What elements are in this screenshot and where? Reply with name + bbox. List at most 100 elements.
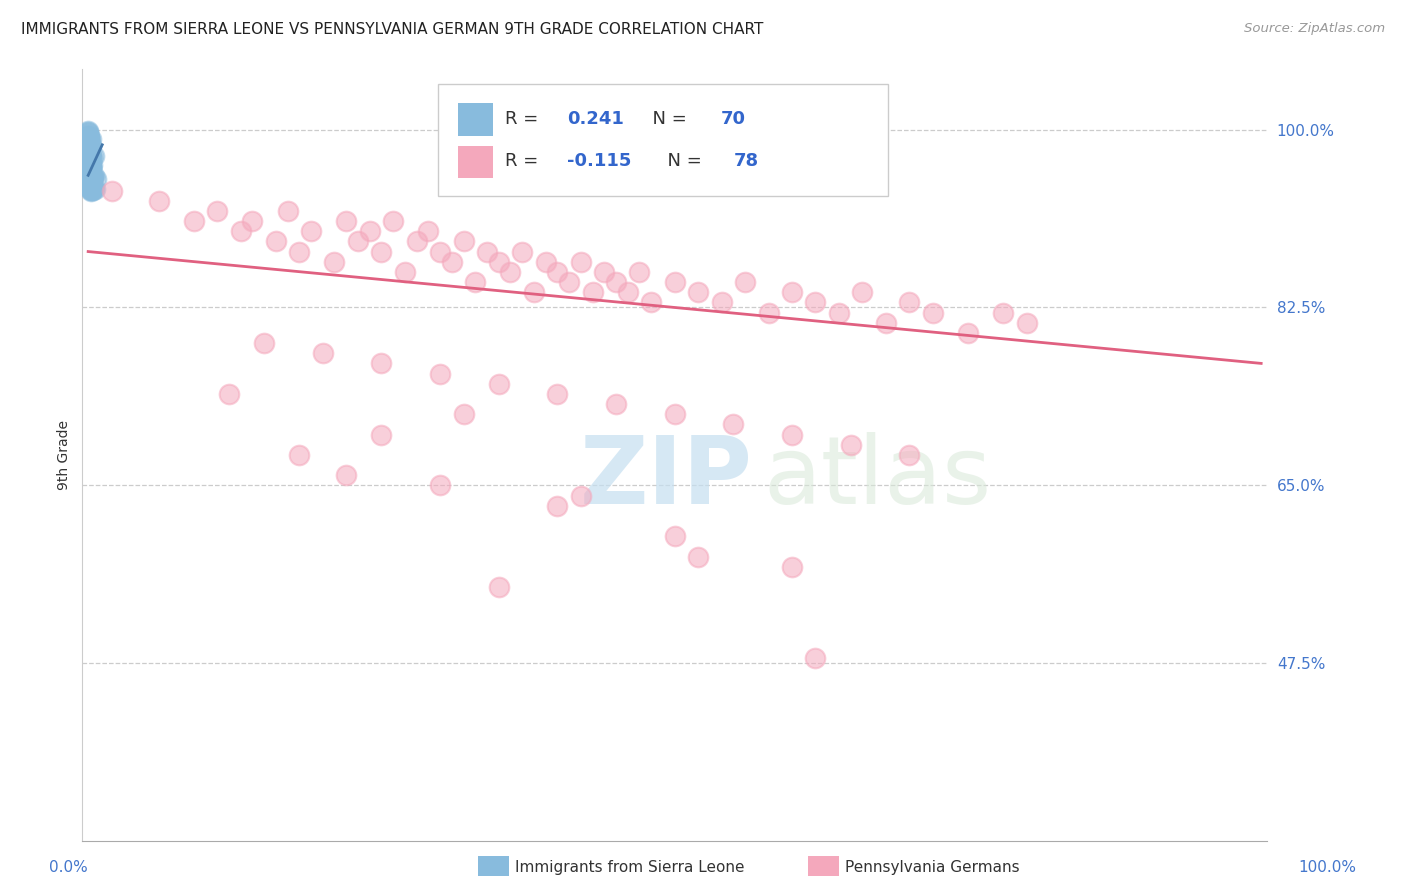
Point (335, 468, 357, 483)
Point (370, 427, 392, 442)
Point (79, 159, 101, 173)
Text: 0.241: 0.241 (567, 110, 624, 128)
Point (80, 180, 103, 194)
Point (79, 141, 101, 155)
Point (464, 275, 486, 289)
Point (79, 160, 101, 174)
Point (79, 162, 101, 177)
Point (79, 138, 101, 153)
Point (79, 184, 101, 198)
Point (510, 244, 533, 259)
Bar (458, 103, 494, 136)
Point (77, 147, 100, 161)
Point (780, 285, 803, 300)
Text: 70: 70 (721, 110, 745, 128)
Point (405, 235, 427, 249)
Point (734, 275, 756, 289)
Point (229, 224, 252, 238)
Point (523, 285, 546, 300)
Text: Source: ZipAtlas.com: Source: ZipAtlas.com (1244, 22, 1385, 36)
Point (370, 356, 392, 370)
Point (664, 407, 686, 421)
Point (277, 203, 299, 218)
Text: Pennsylvania Germans: Pennsylvania Germans (845, 860, 1019, 874)
Point (453, 235, 475, 249)
Point (688, 549, 710, 564)
Point (77, 123, 100, 137)
Point (77, 145, 100, 159)
Point (148, 194, 170, 208)
Point (84, 181, 107, 195)
Point (605, 275, 627, 289)
Point (688, 285, 710, 300)
Point (370, 244, 392, 259)
Point (82, 170, 104, 185)
Point (640, 295, 662, 310)
Point (323, 254, 346, 268)
Point (804, 295, 827, 310)
Point (429, 244, 451, 259)
Point (839, 438, 862, 452)
Text: atlas: atlas (763, 432, 991, 524)
Point (605, 397, 627, 411)
Point (79, 161, 101, 176)
Point (79, 159, 101, 173)
Point (569, 489, 592, 503)
Point (79, 138, 101, 153)
Point (546, 265, 568, 279)
Point (77, 140, 100, 154)
Bar (458, 145, 494, 178)
Point (79, 161, 101, 176)
Point (77, 129, 100, 144)
Point (77, 128, 100, 143)
Point (264, 235, 287, 249)
Point (581, 285, 603, 300)
Point (956, 326, 979, 340)
Point (79, 169, 101, 183)
Point (288, 244, 311, 259)
Point (921, 305, 943, 319)
Point (77, 148, 100, 162)
Point (429, 478, 451, 492)
Point (79, 136, 101, 150)
Point (79, 129, 101, 144)
Point (664, 529, 686, 543)
Text: 0.0%: 0.0% (49, 860, 89, 874)
Point (80, 171, 103, 186)
Point (79, 159, 101, 173)
Point (79, 181, 101, 195)
Point (77, 148, 100, 162)
Point (79, 145, 101, 159)
Point (77, 148, 100, 162)
Point (664, 275, 686, 289)
Point (80, 151, 103, 165)
Point (77, 145, 100, 160)
Point (382, 214, 405, 228)
Point (488, 254, 510, 268)
Point (394, 265, 416, 279)
Point (83, 169, 105, 184)
Point (79, 137, 101, 152)
Point (79, 169, 101, 184)
Point (80, 158, 103, 172)
Point (218, 387, 240, 401)
Point (488, 580, 510, 594)
Text: N =: N = (641, 110, 693, 128)
Point (1015, 316, 1038, 330)
Point (780, 427, 803, 442)
Point (77, 126, 100, 140)
Point (79, 131, 101, 145)
Point (183, 214, 205, 228)
Point (79, 182, 101, 196)
Point (299, 224, 322, 238)
Point (628, 265, 651, 279)
Point (77, 177, 100, 191)
Point (475, 244, 498, 259)
Point (440, 254, 463, 268)
Point (79, 157, 101, 171)
Point (534, 254, 557, 268)
Point (569, 254, 592, 268)
Point (205, 203, 228, 218)
Point (991, 305, 1014, 319)
Point (79, 131, 101, 145)
